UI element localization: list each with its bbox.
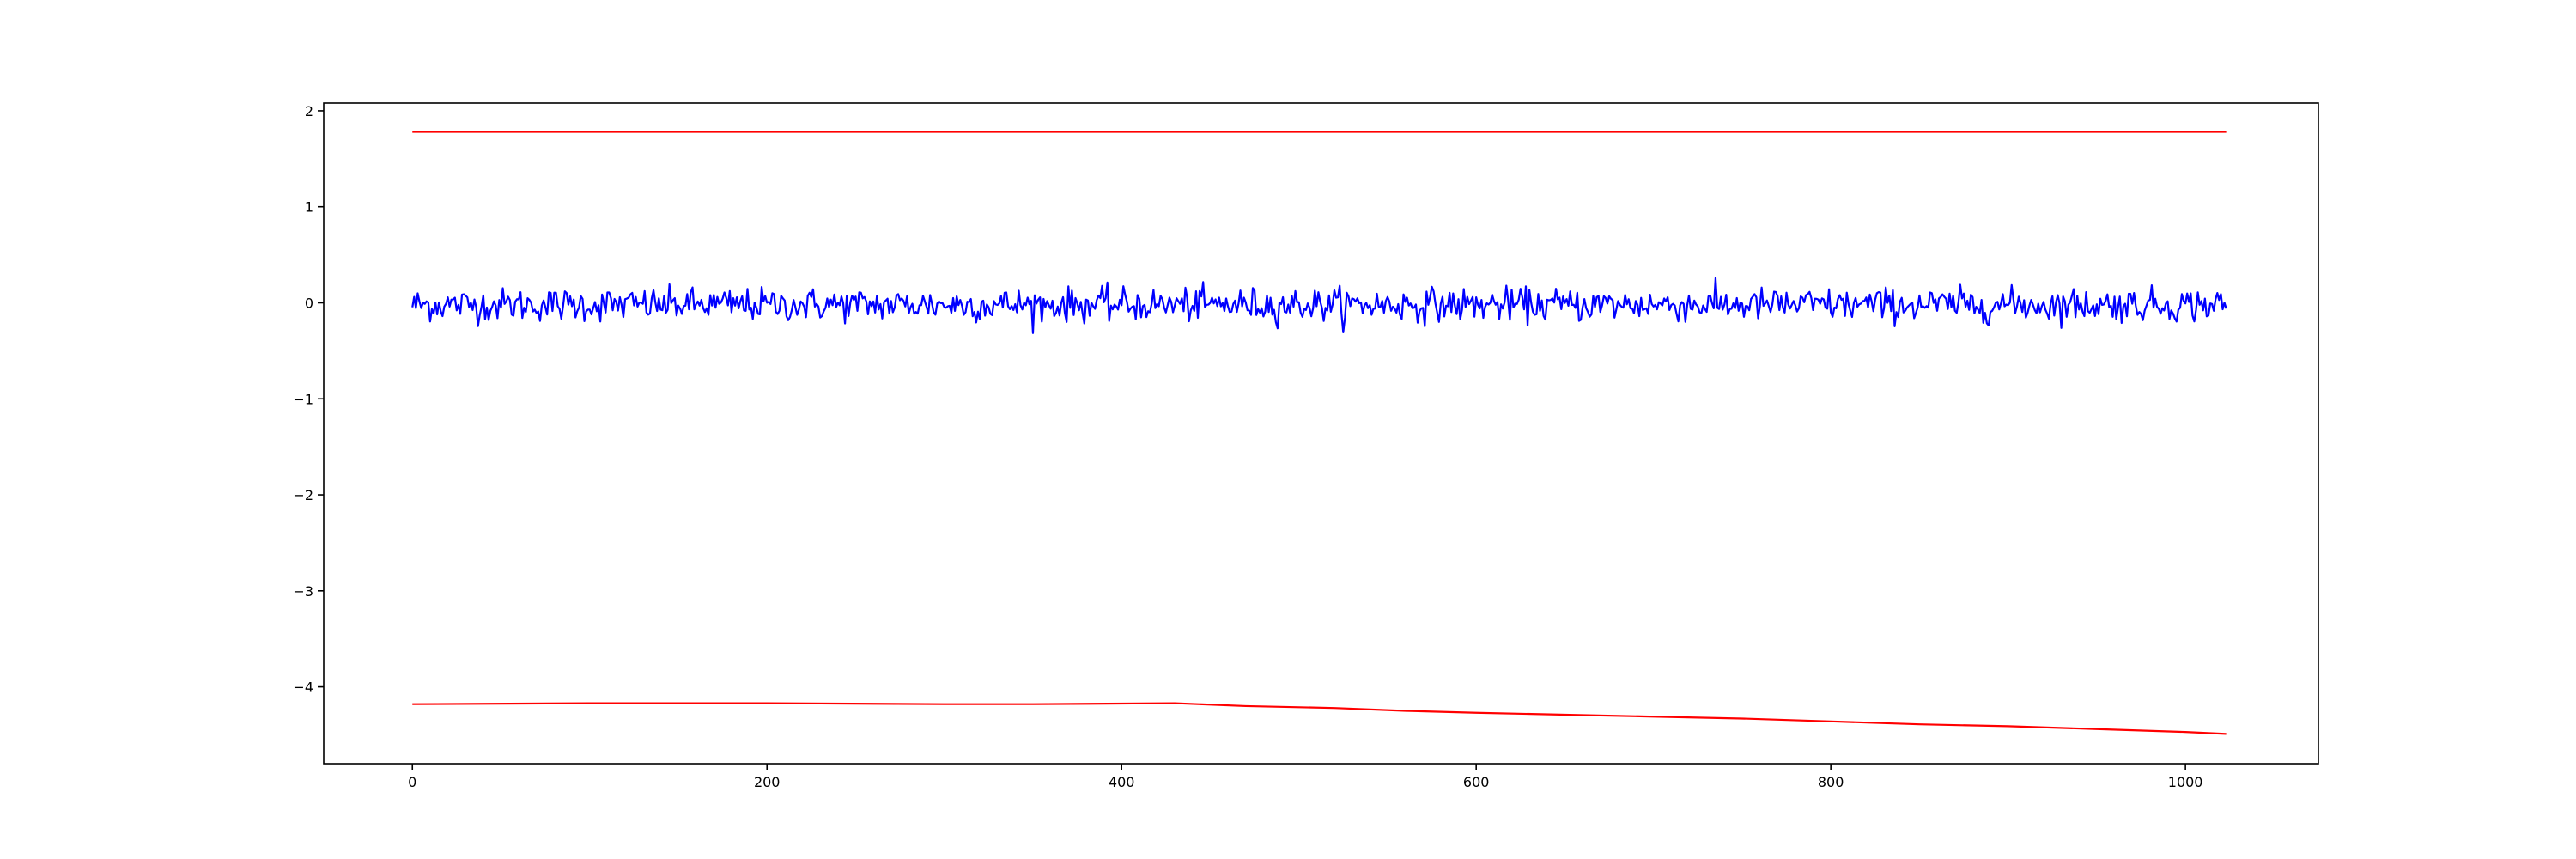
y-tick-label: 0 [305,295,313,311]
x-tick-label: 0 [408,774,416,790]
x-tick-label: 400 [1109,774,1135,790]
axes-layer: 0 200 400 600 800 1000 2 1 0 −1 −2 −3 −4 [293,102,2319,790]
x-tick-label: 600 [1463,774,1490,790]
series-line-2 [411,277,2227,334]
x-tick-label: 1000 [2168,774,2203,790]
series-layer [411,131,2227,735]
y-tick-label: −2 [293,487,313,503]
axes-frame [323,102,2319,765]
series-line-3 [412,702,2227,735]
x-tick-label: 200 [754,774,781,790]
y-tick-label: 2 [305,103,313,119]
y-tick-label: −4 [293,679,313,696]
y-tick-label: 1 [305,199,313,216]
y-tick-label: −1 [293,391,313,407]
y-tick-label: −3 [293,583,313,600]
x-tick-label: 800 [1818,774,1844,790]
